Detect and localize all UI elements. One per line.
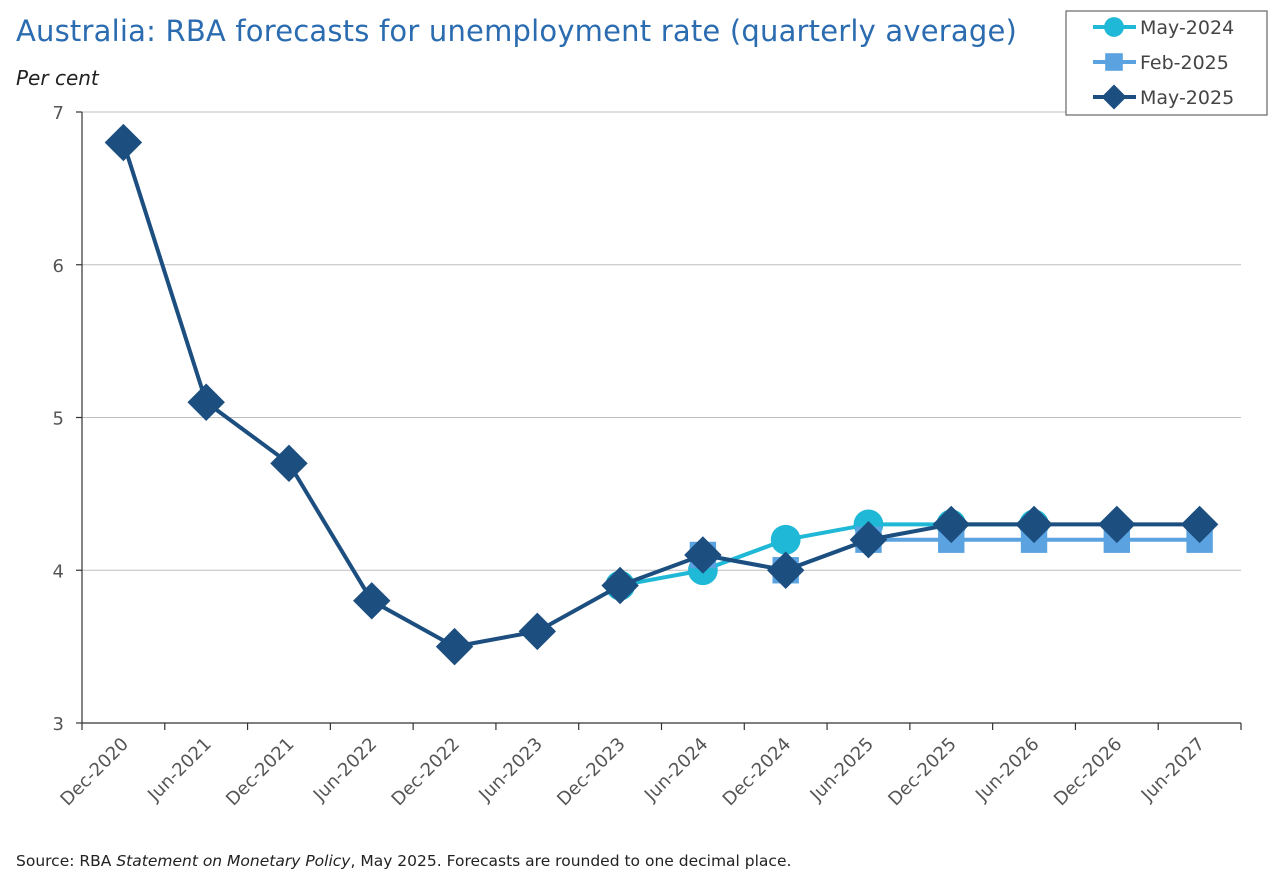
y-tick-label-6: 6 [53, 256, 64, 277]
source-suffix: , May 2025. Forecasts are rounded to one… [350, 852, 792, 870]
x-tick-label-Dec-2022: Dec-2022 [388, 734, 464, 810]
point-May-2025-Dec-2024 [766, 551, 805, 589]
point-May-2025-Dec-2023 [601, 566, 639, 605]
point-May-2025-Dec-2022 [435, 627, 474, 666]
x-tick-label-Jun-2024: Jun-2024 [640, 734, 712, 806]
point-May-2025-Jun-2027 [1180, 505, 1219, 544]
x-tick-label-Jun-2027: Jun-2027 [1137, 734, 1209, 806]
y-tick-label-4: 4 [53, 561, 64, 582]
point-May-2025-Jun-2021 [187, 383, 225, 421]
y-tick-label-5: 5 [53, 409, 64, 430]
x-tick-label-Dec-2023: Dec-2023 [553, 734, 629, 810]
point-May-2025-Jun-2026 [1015, 505, 1053, 544]
y-axis-label: Per cent [16, 66, 99, 90]
point-May-2024-Dec-2024 [770, 524, 801, 555]
x-tick-label-Dec-2026: Dec-2026 [1050, 734, 1126, 810]
x-tick-label-Jun-2025: Jun-2025 [806, 734, 878, 806]
point-May-2025-Jun-2024 [684, 536, 722, 574]
series-line-May-2025 [121, 141, 1200, 649]
legend-label-May-2025: May-2025 [1140, 87, 1234, 109]
x-tick-label-Jun-2026: Jun-2026 [971, 734, 1043, 806]
series-May-2025 [104, 123, 1219, 666]
legend-marker-May-2024 [1104, 17, 1124, 37]
y-tick-label-7: 7 [53, 103, 64, 124]
legend: May-2024 Feb-2025 May-2025 [1065, 10, 1268, 116]
point-May-2025-Jun-2023 [518, 612, 557, 651]
x-tick-label-Jun-2021: Jun-2021 [143, 734, 215, 806]
x-tick-label-Dec-2020: Dec-2020 [56, 734, 132, 810]
source-publication: Statement on Monetary Policy [116, 852, 351, 870]
legend-entry-May-2024: May-2024 [1093, 17, 1234, 39]
legend-marker-May-2025 [1101, 84, 1127, 110]
chart-title: Australia: RBA forecasts for unemploymen… [16, 14, 1018, 48]
point-May-2025-Dec-2020 [104, 123, 143, 162]
legend-entry-Feb-2025: Feb-2025 [1093, 52, 1229, 74]
point-May-2025-Jun-2022 [353, 582, 391, 620]
point-May-2025-Dec-2025 [932, 505, 970, 544]
legend-label-May-2024: May-2024 [1140, 17, 1234, 39]
x-tick-label-Dec-2021: Dec-2021 [222, 734, 298, 810]
x-tick-label-Dec-2024: Dec-2024 [719, 734, 795, 810]
source-prefix: Source: RBA [16, 852, 117, 870]
y-tick-label-3: 3 [53, 714, 64, 735]
gridlines [82, 111, 1241, 571]
x-tick-label-Jun-2022: Jun-2022 [309, 734, 381, 806]
legend-marker-Feb-2025 [1105, 53, 1123, 71]
source-note: Source: RBA Statement on Monetary Policy… [16, 852, 791, 870]
legend-label-Feb-2025: Feb-2025 [1140, 52, 1229, 74]
legend-entry-May-2025: May-2025 [1093, 84, 1234, 110]
x-tick-label-Jun-2023: Jun-2023 [474, 734, 546, 806]
point-May-2025-Jun-2025 [849, 520, 888, 559]
point-May-2025-Dec-2026 [1098, 505, 1136, 544]
point-May-2025-Dec-2021 [270, 444, 308, 483]
x-tick-label-Dec-2025: Dec-2025 [884, 734, 960, 810]
series-lines [104, 123, 1219, 666]
